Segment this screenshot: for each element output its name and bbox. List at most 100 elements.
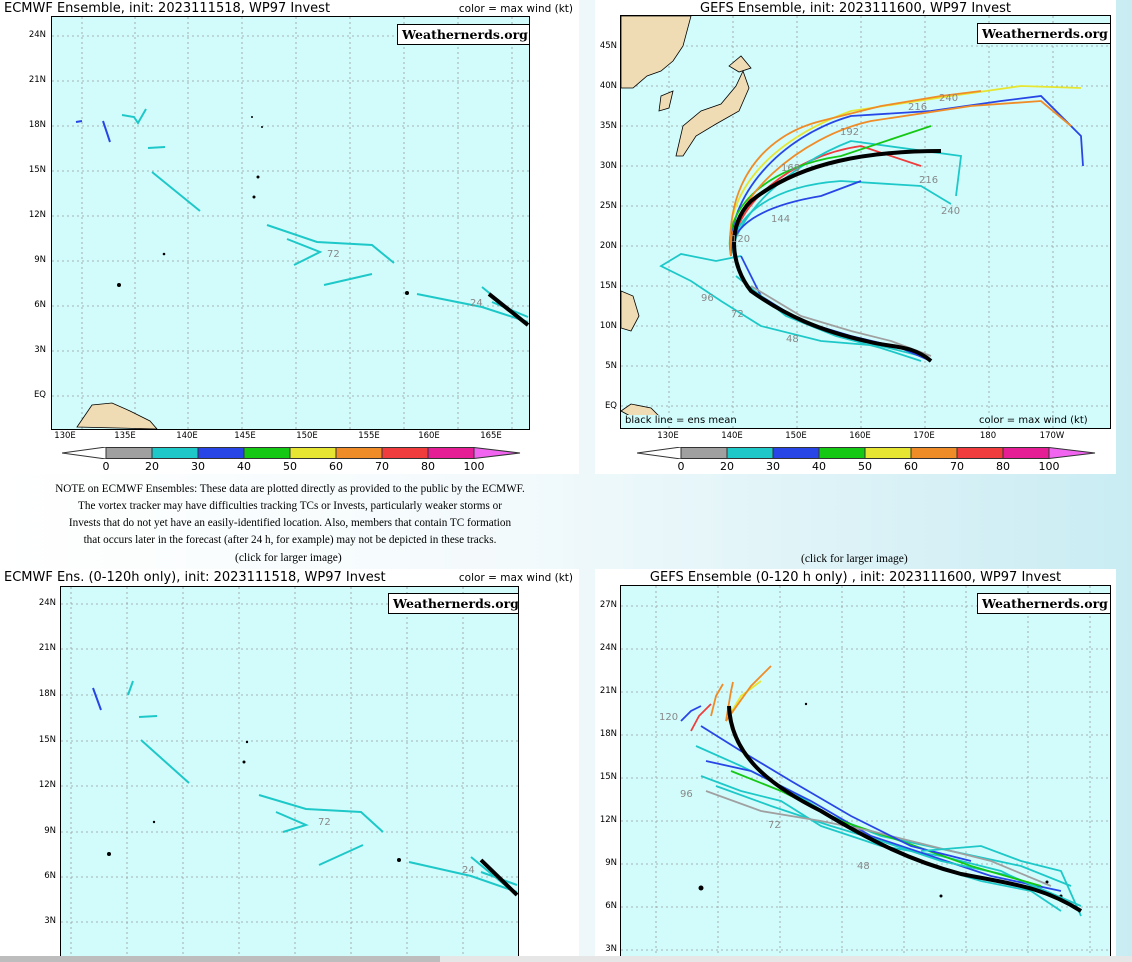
lat-label: 21N xyxy=(28,75,46,85)
colorbar-tick: 0 xyxy=(102,460,110,473)
lat-label: 9N xyxy=(34,255,46,265)
lon-label: 135E xyxy=(114,431,136,441)
lon-label: 145E xyxy=(234,431,256,441)
gefs-120h-panel[interactable]: GEFS Ensemble (0-120 h only) , init: 202… xyxy=(595,569,1116,962)
colorbar-tick: 30 xyxy=(191,460,205,473)
lat-label: 15N xyxy=(599,281,617,291)
gefs-120h-map-graphic xyxy=(621,586,1110,962)
forecast-hour-label: 168 xyxy=(781,163,801,174)
wind-legend-label: color = max wind (kt) xyxy=(458,572,573,584)
colorbar-tick: 40 xyxy=(237,460,251,473)
forecast-hour-label: 72 xyxy=(327,249,340,260)
lat-label: 21N xyxy=(599,686,617,696)
forecast-hour-label: 144 xyxy=(771,214,791,225)
lat-label: 18N xyxy=(38,689,56,699)
panel-title: ECMWF Ens. (0-120h only), init: 20231115… xyxy=(4,570,573,585)
ecmwf-track-map[interactable]: Weathernerds.org 72 24 xyxy=(51,16,530,430)
forecast-hour-label: 120 xyxy=(731,234,751,245)
lon-label: 150E xyxy=(785,431,807,441)
forecast-hour-label: 240 xyxy=(941,206,961,217)
lat-label: 15N xyxy=(38,735,56,745)
scrollbar-thumb[interactable] xyxy=(0,956,440,962)
horizontal-scrollbar[interactable] xyxy=(0,956,1132,962)
colorbar-graphic xyxy=(62,447,521,459)
lat-label: 27N xyxy=(599,600,617,610)
lon-label: 140E xyxy=(176,431,198,441)
colorbar-tick: 100 xyxy=(463,460,485,473)
lat-label: 9N xyxy=(605,858,617,868)
forecast-hour-label: 24 xyxy=(470,298,483,309)
forecast-hour-label: 72 xyxy=(768,820,781,831)
ecmwf-120h-track-map[interactable]: Weathernerds.org 72 24 xyxy=(60,586,519,962)
colorbar-tick: 60 xyxy=(329,460,343,473)
lon-label: 170E xyxy=(913,431,935,441)
brand-logo: Weathernerds.org xyxy=(388,593,518,614)
gefs-120h-track-map[interactable]: Weathernerds.org 120 96 72 48 xyxy=(620,585,1111,962)
lat-label: 24N xyxy=(28,30,46,40)
forecast-hour-label: 216 xyxy=(919,175,939,186)
colorbar-tick: 50 xyxy=(283,460,297,473)
lat-label: 35N xyxy=(599,121,617,131)
forecast-hour-label: 96 xyxy=(701,293,714,304)
lat-label: 5N xyxy=(605,361,617,371)
colorbar-tick: 0 xyxy=(677,460,685,473)
colorbar-tick: 20 xyxy=(720,460,734,473)
wind-colorbar: 0 20 30 40 50 60 70 80 100 xyxy=(62,447,522,473)
gefs-track-map[interactable]: Weathernerds.org 240 216 192 168 144 120… xyxy=(620,15,1111,429)
lat-label: 9N xyxy=(44,826,56,836)
lon-label: 160E xyxy=(418,431,440,441)
lon-label: 155E xyxy=(358,431,380,441)
lat-label: 25N xyxy=(599,201,617,211)
colorbar-tick: 70 xyxy=(950,460,964,473)
lat-label: 18N xyxy=(28,120,46,130)
lat-label: 15N xyxy=(28,165,46,175)
forecast-hour-label: 120 xyxy=(659,712,679,723)
ecmwf-120h-panel[interactable]: ECMWF Ens. (0-120h only), init: 20231115… xyxy=(0,569,579,962)
lat-label: 18N xyxy=(599,729,617,739)
panel-title: GEFS Ensemble, init: 2023111600, WP97 In… xyxy=(700,1,1011,16)
colorbar-graphic xyxy=(637,447,1096,459)
lon-label: 150E xyxy=(296,431,318,441)
forecast-hour-label: 216 xyxy=(908,102,928,113)
wind-legend-label: color = max wind (kt) xyxy=(979,415,1088,426)
colorbar-tick: 50 xyxy=(858,460,872,473)
colorbar-tick: 30 xyxy=(766,460,780,473)
lat-label: 6N xyxy=(44,871,56,881)
lat-label: 45N xyxy=(599,41,617,51)
lat-label: 20N xyxy=(599,241,617,251)
ecmwf-map-graphic xyxy=(52,17,529,429)
ecmwf-note: NOTE on ECMWF Ensembles: These data are … xyxy=(55,483,525,546)
ens-mean-note: black line = ens mean xyxy=(625,415,737,426)
gefs-ensemble-panel[interactable]: GEFS Ensemble, init: 2023111600, WP97 In… xyxy=(595,0,1116,474)
lon-label: 140E xyxy=(721,431,743,441)
lat-label: EQ xyxy=(604,401,617,411)
lon-label: 130E xyxy=(657,431,679,441)
forecast-hour-label: 24 xyxy=(462,865,475,876)
click-for-larger-link[interactable]: (click for larger image) xyxy=(235,552,342,564)
lat-label: 3N xyxy=(44,916,56,926)
lat-label: EQ xyxy=(33,390,46,400)
panel-title: ECMWF Ensemble, init: 2023111518, WP97 I… xyxy=(4,1,573,16)
lat-label: 40N xyxy=(599,81,617,91)
forecast-hour-label: 48 xyxy=(786,334,799,345)
brand-logo: Weathernerds.org xyxy=(977,23,1110,44)
colorbar-tick: 80 xyxy=(996,460,1010,473)
wind-colorbar: 0 20 30 40 50 60 70 80 100 xyxy=(637,447,1097,473)
forecast-hour-label: 192 xyxy=(840,127,860,138)
lat-label: 3N xyxy=(605,944,617,954)
forecast-hour-label: 48 xyxy=(857,861,870,872)
lat-label: 3N xyxy=(34,345,46,355)
lat-label: 30N xyxy=(599,161,617,171)
lat-label: 21N xyxy=(38,643,56,653)
ecmwf-120h-map-graphic xyxy=(61,587,518,962)
ecmwf-ensemble-panel[interactable]: ECMWF Ensemble, init: 2023111518, WP97 I… xyxy=(0,0,579,474)
forecast-hour-label: 72 xyxy=(731,309,744,320)
panel-title: GEFS Ensemble (0-120 h only) , init: 202… xyxy=(649,570,1062,585)
colorbar-tick: 40 xyxy=(812,460,826,473)
lat-label: 12N xyxy=(38,780,56,790)
click-for-larger-link[interactable]: (click for larger image) xyxy=(801,553,908,565)
lat-label: 24N xyxy=(599,643,617,653)
lat-label: 15N xyxy=(599,772,617,782)
lon-label: 130E xyxy=(54,431,76,441)
lat-label: 6N xyxy=(605,901,617,911)
